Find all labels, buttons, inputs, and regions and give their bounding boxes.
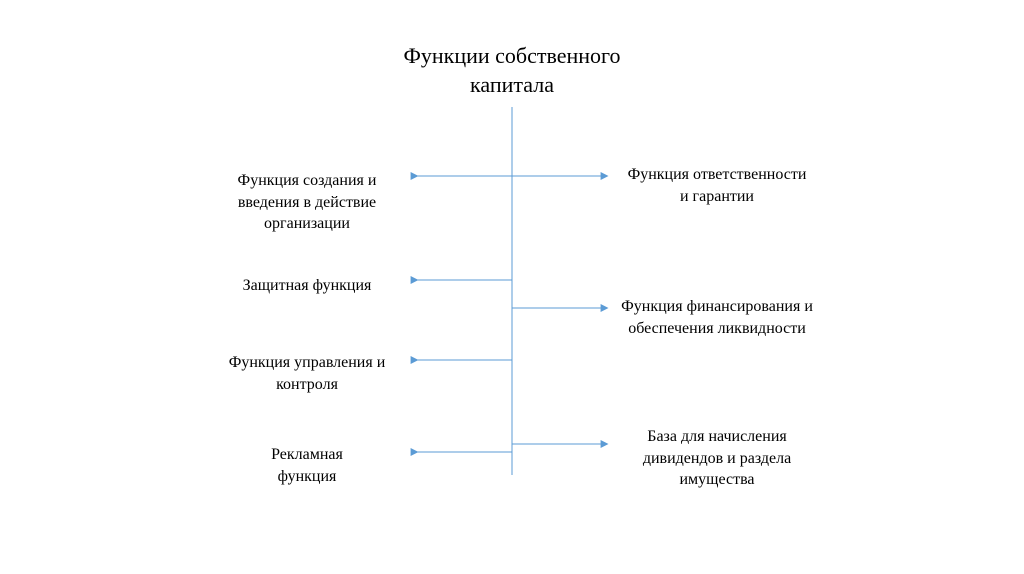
diagram-node: Функция ответственностии гарантии (617, 164, 817, 207)
title-line1: Функции собственного (403, 43, 620, 68)
diagram-node: Функция создания ивведения в действиеорг… (207, 170, 407, 235)
diagram-node: Защитная функция (207, 275, 407, 297)
diagram-node: Функция управления иконтроля (207, 352, 407, 395)
diagram-title: Функции собственного капитала (403, 42, 620, 99)
diagram-node: База для начислениядивидендов и разделаи… (617, 426, 817, 491)
diagram-node: Рекламнаяфункция (207, 444, 407, 487)
diagram-node: Функция финансирования иобеспечения ликв… (617, 296, 817, 339)
title-line2: капитала (470, 72, 554, 97)
